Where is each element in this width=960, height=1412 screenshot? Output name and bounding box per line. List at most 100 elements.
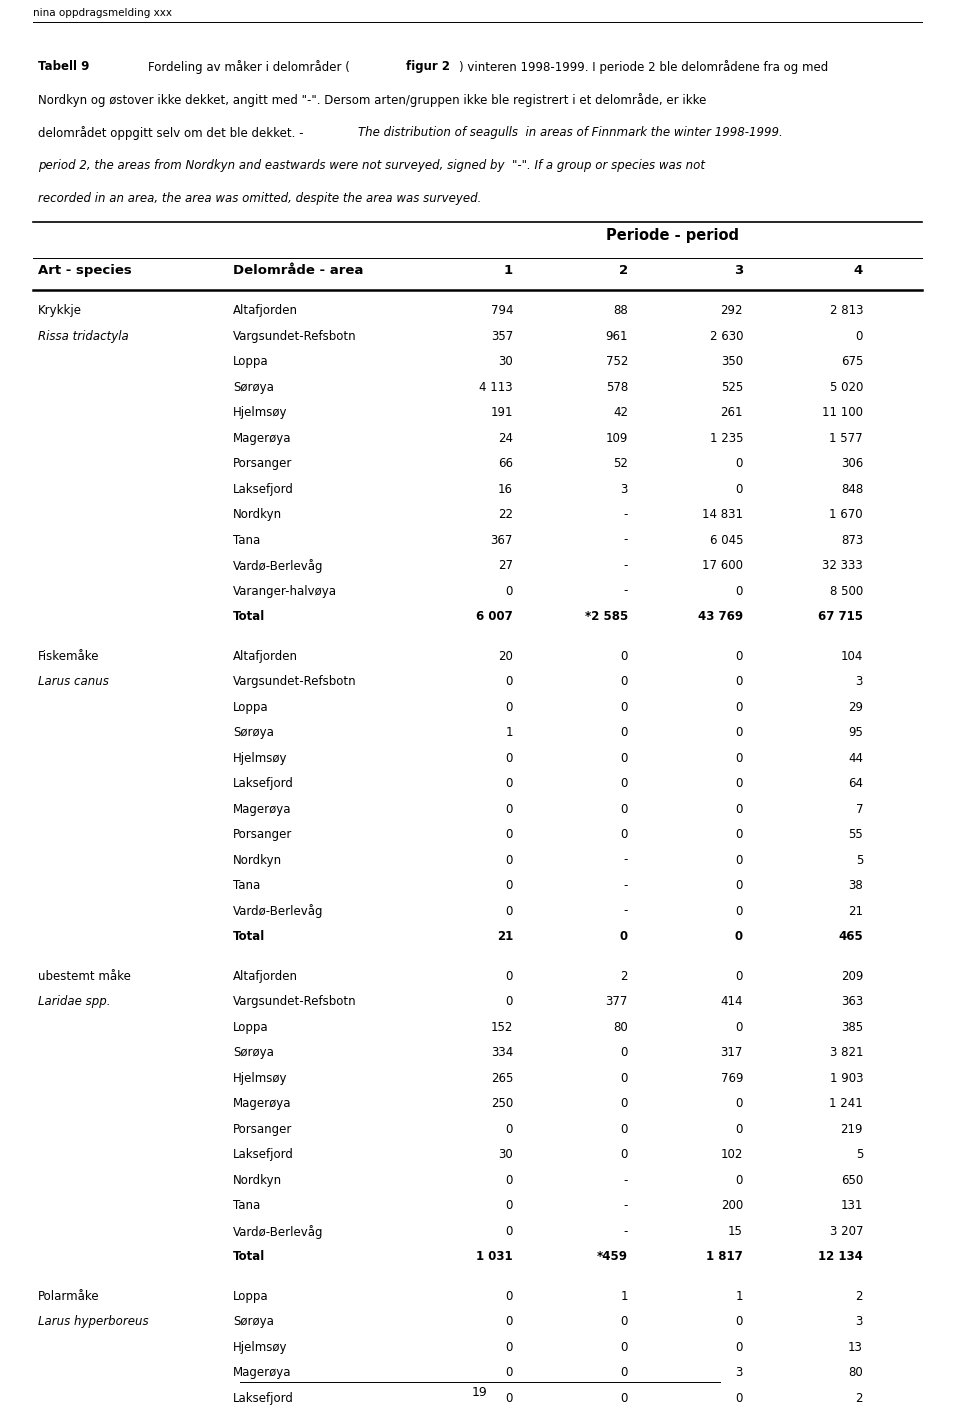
Text: 13: 13 bbox=[848, 1340, 863, 1354]
Text: 1 235: 1 235 bbox=[709, 432, 743, 445]
Text: 1 241: 1 241 bbox=[829, 1097, 863, 1110]
Text: 200: 200 bbox=[721, 1199, 743, 1211]
Text: Tabell 9: Tabell 9 bbox=[38, 59, 89, 73]
Text: Loppa: Loppa bbox=[233, 700, 269, 713]
Text: -: - bbox=[624, 1199, 628, 1211]
Text: Fordeling av måker i delområder (: Fordeling av måker i delområder ( bbox=[148, 59, 349, 73]
Text: 5: 5 bbox=[855, 853, 863, 867]
Text: 0: 0 bbox=[620, 777, 628, 791]
Text: 0: 0 bbox=[735, 483, 743, 496]
Text: 21: 21 bbox=[848, 905, 863, 918]
Text: 650: 650 bbox=[841, 1173, 863, 1186]
Text: 0: 0 bbox=[506, 751, 513, 764]
Text: Art - species: Art - species bbox=[38, 264, 132, 277]
Text: 1 577: 1 577 bbox=[829, 432, 863, 445]
Text: -: - bbox=[624, 508, 628, 521]
Text: 0: 0 bbox=[735, 853, 743, 867]
Text: 5: 5 bbox=[855, 1148, 863, 1161]
Text: 0: 0 bbox=[506, 802, 513, 816]
Text: 8 500: 8 500 bbox=[829, 585, 863, 597]
Text: 0: 0 bbox=[506, 700, 513, 713]
Text: 385: 385 bbox=[841, 1021, 863, 1034]
Text: 0: 0 bbox=[506, 1224, 513, 1237]
Text: 0: 0 bbox=[506, 1199, 513, 1211]
Text: 0: 0 bbox=[735, 1097, 743, 1110]
Text: 44: 44 bbox=[848, 751, 863, 764]
Text: 0: 0 bbox=[620, 1072, 628, 1084]
Text: 27: 27 bbox=[498, 559, 513, 572]
Text: Vardø-Berlevåg: Vardø-Berlevåg bbox=[233, 1224, 324, 1238]
Text: 2: 2 bbox=[619, 264, 628, 277]
Text: 109: 109 bbox=[606, 432, 628, 445]
Text: 2: 2 bbox=[855, 1392, 863, 1405]
Text: 0: 0 bbox=[735, 880, 743, 892]
Text: 3: 3 bbox=[620, 483, 628, 496]
Text: 219: 219 bbox=[841, 1123, 863, 1135]
Text: 104: 104 bbox=[841, 650, 863, 662]
Text: 2 630: 2 630 bbox=[709, 329, 743, 343]
Text: 0: 0 bbox=[735, 970, 743, 983]
Text: Sørøya: Sørøya bbox=[233, 1315, 274, 1329]
Text: Laksefjord: Laksefjord bbox=[233, 777, 294, 791]
Text: 0: 0 bbox=[506, 905, 513, 918]
Text: Tana: Tana bbox=[233, 534, 260, 546]
Text: 317: 317 bbox=[721, 1046, 743, 1059]
Text: 11 100: 11 100 bbox=[822, 407, 863, 419]
Text: Laksefjord: Laksefjord bbox=[233, 1148, 294, 1161]
Text: 64: 64 bbox=[848, 777, 863, 791]
Text: Vardø-Berlevåg: Vardø-Berlevåg bbox=[233, 905, 324, 918]
Text: 675: 675 bbox=[841, 354, 863, 369]
Text: Tana: Tana bbox=[233, 880, 260, 892]
Text: 0: 0 bbox=[506, 1315, 513, 1329]
Text: 525: 525 bbox=[721, 380, 743, 394]
Text: Sørøya: Sørøya bbox=[233, 726, 274, 738]
Text: 261: 261 bbox=[721, 407, 743, 419]
Text: Larus canus: Larus canus bbox=[38, 675, 108, 688]
Text: 95: 95 bbox=[848, 726, 863, 738]
Text: 6 045: 6 045 bbox=[709, 534, 743, 546]
Text: 1: 1 bbox=[735, 1289, 743, 1303]
Text: ) vinteren 1998-1999. I periode 2 ble delområdene fra og med: ) vinteren 1998-1999. I periode 2 ble de… bbox=[459, 59, 828, 73]
Text: Nordkyn og østover ikke dekket, angitt med "-". Dersom arten/gruppen ikke ble re: Nordkyn og østover ikke dekket, angitt m… bbox=[38, 93, 707, 107]
Text: 306: 306 bbox=[841, 457, 863, 470]
Text: 578: 578 bbox=[606, 380, 628, 394]
Text: 334: 334 bbox=[491, 1046, 513, 1059]
Text: 30: 30 bbox=[498, 354, 513, 369]
Text: 3: 3 bbox=[735, 1365, 743, 1380]
Text: 0: 0 bbox=[735, 1021, 743, 1034]
Text: 4 113: 4 113 bbox=[479, 380, 513, 394]
Text: Total: Total bbox=[233, 1250, 265, 1264]
Text: recorded in an area, the area was omitted, despite the area was surveyed.: recorded in an area, the area was omitte… bbox=[38, 192, 481, 205]
Text: 0: 0 bbox=[735, 585, 743, 597]
Text: Porsanger: Porsanger bbox=[233, 457, 293, 470]
Text: ubestemt måke: ubestemt måke bbox=[38, 970, 131, 983]
Text: 14 831: 14 831 bbox=[702, 508, 743, 521]
Text: 0: 0 bbox=[506, 970, 513, 983]
Text: 0: 0 bbox=[620, 751, 628, 764]
Text: 29: 29 bbox=[848, 700, 863, 713]
Text: 414: 414 bbox=[721, 995, 743, 1008]
Text: 265: 265 bbox=[491, 1072, 513, 1084]
Text: Porsanger: Porsanger bbox=[233, 1123, 293, 1135]
Text: 0: 0 bbox=[620, 802, 628, 816]
Text: Loppa: Loppa bbox=[233, 1021, 269, 1034]
Text: 0: 0 bbox=[735, 700, 743, 713]
Text: 363: 363 bbox=[841, 995, 863, 1008]
Text: 0: 0 bbox=[620, 1123, 628, 1135]
Text: 24: 24 bbox=[498, 432, 513, 445]
Text: 80: 80 bbox=[613, 1021, 628, 1034]
Text: Sørøya: Sørøya bbox=[233, 380, 274, 394]
Text: *2 585: *2 585 bbox=[585, 610, 628, 623]
Text: 357: 357 bbox=[491, 329, 513, 343]
Text: 0: 0 bbox=[620, 1365, 628, 1380]
Text: 0: 0 bbox=[620, 726, 628, 738]
Text: 0: 0 bbox=[506, 995, 513, 1008]
Text: 1 903: 1 903 bbox=[829, 1072, 863, 1084]
Text: 1: 1 bbox=[506, 726, 513, 738]
Text: 43 769: 43 769 bbox=[698, 610, 743, 623]
Text: 3 207: 3 207 bbox=[829, 1224, 863, 1237]
Text: Vardø-Berlevåg: Vardø-Berlevåg bbox=[233, 559, 324, 573]
Text: -: - bbox=[624, 1224, 628, 1237]
Text: 1 031: 1 031 bbox=[476, 1250, 513, 1264]
Text: 88: 88 bbox=[613, 304, 628, 318]
